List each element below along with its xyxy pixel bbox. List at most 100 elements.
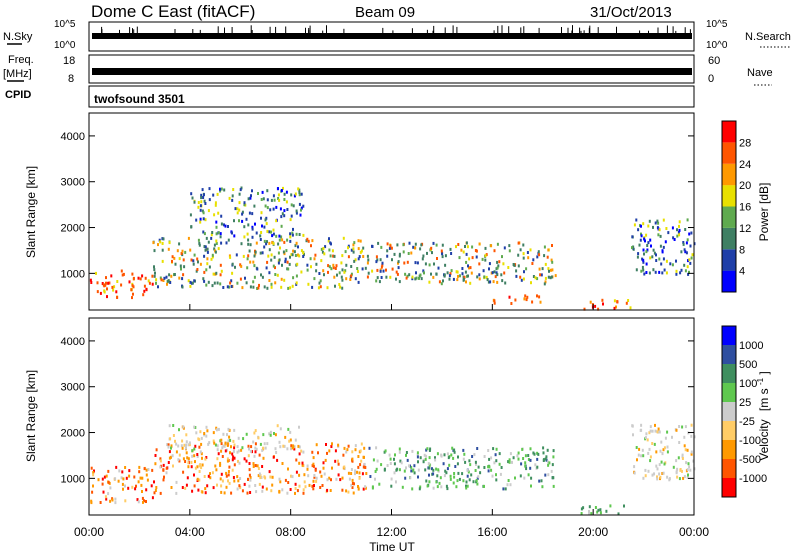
power-echo-cell (367, 258, 370, 262)
power-echo-cell (214, 203, 217, 207)
velocity-colorbar-tick: -100 (739, 435, 761, 447)
velocity-echo-cell (425, 448, 428, 452)
velocity-echo-cell (178, 453, 181, 457)
power-echo-cell (456, 278, 459, 282)
power-echo-cell (658, 257, 661, 261)
power-echo-cell (635, 268, 638, 272)
power-echo-cell (269, 208, 272, 212)
power-echo-cell (644, 239, 646, 243)
velocity-echo-cell (656, 430, 659, 434)
velocity-echo-cell (372, 458, 375, 462)
power-echo-cell (463, 275, 466, 279)
velocity-echo-cell (683, 475, 686, 479)
power-echo-cell (280, 224, 283, 228)
power-echo-cell (414, 242, 417, 246)
freq-strip-frame (88, 54, 695, 84)
power-echo-cell (356, 267, 359, 270)
velocity-echo-cell (255, 447, 258, 451)
velocity-echo-cell (200, 452, 203, 456)
velocity-echo-cell (495, 473, 497, 477)
velocity-ytick-label: 4000 (61, 336, 85, 348)
power-echo-cell (270, 258, 273, 262)
power-echo-cell (376, 268, 379, 272)
velocity-echo-cell (303, 480, 306, 484)
velocity-echo-cell (187, 457, 190, 461)
velocity-echo-cell (231, 452, 234, 456)
power-echo-cell (322, 269, 325, 273)
velocity-echo-cell (546, 448, 549, 452)
power-echo-cell (110, 274, 113, 278)
power-echo-cell (203, 279, 206, 283)
velocity-echo-cell (107, 469, 110, 473)
velocity-echo-cell (623, 504, 625, 508)
power-echo-cell (462, 250, 465, 254)
velocity-ytick-label: 2000 (61, 428, 85, 440)
velocity-echo-cell (609, 504, 612, 508)
velocity-echo-cell (376, 459, 379, 463)
velocity-echo-cell (354, 472, 356, 476)
velocity-echo-cell (185, 433, 188, 437)
velocity-echo-cell (154, 489, 157, 492)
power-echo-cell (395, 270, 398, 274)
power-echo-cell (404, 272, 407, 276)
velocity-echo-cell (418, 487, 421, 491)
power-echo-cell (116, 296, 119, 299)
velocity-echo-cell (651, 429, 654, 433)
power-echo-cell (215, 232, 218, 236)
velocity-echo-cell (232, 476, 235, 479)
power-echo-cell (532, 258, 535, 262)
velocity-echo-cell (212, 486, 215, 490)
power-echo-cell (174, 262, 177, 266)
freq-left-tick-bottom: 8 (68, 73, 74, 85)
velocity-echo-cell (487, 449, 490, 452)
power-echo-cell (440, 282, 443, 286)
power-echo-cell (264, 218, 267, 222)
velocity-echo-cell (251, 450, 253, 454)
power-echo-cell (522, 256, 525, 260)
power-echo-cell (160, 278, 163, 282)
velocity-echo-cell (252, 465, 255, 468)
velocity-echo-cell (317, 451, 319, 455)
power-echo-cell (680, 250, 683, 254)
power-echo-cell (215, 225, 218, 229)
velocity-echo-cell (175, 491, 178, 495)
velocity-echo-cell (351, 450, 354, 454)
velocity-echo-cell (462, 448, 465, 452)
power-echo-cell (402, 243, 405, 247)
velocity-echo-cell (90, 499, 93, 503)
power-echo-cell (398, 252, 401, 256)
velocity-colorbar-label-text: Velocity (757, 419, 771, 460)
power-echo-cell (350, 272, 353, 276)
velocity-echo-cell (217, 452, 220, 456)
plot-title: Dome C East (fitACF) (91, 2, 255, 21)
velocity-echo-cell (159, 465, 162, 469)
velocity-echo-cell (660, 460, 663, 464)
power-echo-cell (642, 260, 645, 264)
power-echo-cell (452, 277, 455, 281)
velocity-echo-cell (364, 485, 367, 489)
power-echo-cell (205, 268, 208, 272)
power-echo-cell (665, 227, 668, 230)
velocity-echo-cell (239, 486, 242, 490)
velocity-ylabel: Slant Range [km] (24, 370, 38, 462)
power-echo-cell (297, 253, 299, 257)
velocity-echo-cell (298, 452, 301, 456)
velocity-echo-cell (406, 458, 409, 462)
power-echo-cell (147, 279, 150, 283)
power-echo-cell (309, 257, 312, 261)
power-echo-cell (260, 273, 262, 277)
velocity-echo-cell (168, 456, 171, 460)
nsky-strip-frame (88, 21, 695, 52)
velocity-echo-cell (107, 480, 110, 484)
velocity-echo-cell (398, 447, 401, 451)
velocity-echo-cell (197, 488, 200, 492)
power-echo-cell (421, 257, 424, 261)
velocity-echo-cell (211, 471, 214, 475)
power-echo-cell (357, 280, 360, 284)
power-echo-cell (202, 211, 205, 215)
power-echo-cell (283, 240, 286, 244)
velocity-echo-cell (508, 458, 511, 462)
velocity-echo-cell (653, 442, 656, 446)
power-echo-cell (637, 228, 640, 232)
power-echo-cell (283, 198, 286, 201)
